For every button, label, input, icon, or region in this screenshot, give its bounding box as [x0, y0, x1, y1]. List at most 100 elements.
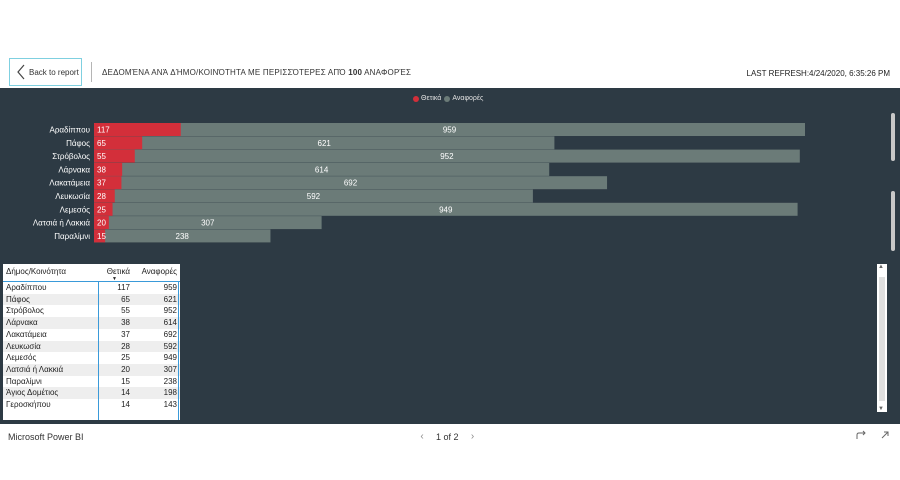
chart-scrollbar[interactable]: [890, 113, 896, 251]
column-header-municipality[interactable]: Δήμος/Κοινότητα: [6, 267, 67, 276]
cell-municipality: Άγιος Δομέτιος: [3, 387, 99, 400]
report-header: Back to report ΔΕΔΟΜΈΝΑ ΑΝΆ ΔΉΜΟ/ΚΟΙΝΌΤΗ…: [0, 56, 900, 88]
cell-reports: 238: [163, 376, 177, 386]
table-row[interactable]: Λακατάμεια 37 692: [3, 329, 180, 341]
page-title: ΔΕΔΟΜΈΝΑ ΑΝΆ ΔΉΜΟ/ΚΟΙΝΌΤΗΤΑ ΜΕ ΠΕΡΙΣΣΌΤΕ…: [102, 68, 411, 77]
column-header-positive[interactable]: Θετικά ▼: [99, 264, 134, 282]
bar-category-label: Στρόβολος: [52, 152, 90, 161]
table-row[interactable]: Αραδίππου 117 959: [3, 282, 180, 294]
table-row[interactable]: Λεμεσός 25 949: [3, 352, 180, 364]
cell-reports: 959: [163, 283, 177, 292]
table-row[interactable]: Άγιος Δομέτιος 14 198: [3, 387, 180, 400]
cell-municipality: Παραλίμνι: [6, 376, 42, 386]
bar-reports-value: 238: [176, 232, 190, 241]
bar-positive-value: 55: [97, 152, 106, 161]
table-row[interactable]: Λατσιά ή Λακκιά 20 307: [3, 363, 180, 376]
bar-positive-value: 38: [97, 165, 106, 174]
cell-reports: 198: [134, 387, 180, 400]
cell-positive: 15: [121, 376, 130, 386]
bar-reports[interactable]: [94, 162, 550, 176]
table-row[interactable]: Πάφος 65 621: [3, 293, 180, 306]
table-column-divider: [178, 282, 179, 420]
bar-reports[interactable]: [94, 123, 805, 136]
bar-positive-value: 28: [97, 192, 106, 201]
table-scrollbar[interactable]: ▲ ▼: [877, 264, 887, 412]
cell-positive: 20: [99, 363, 134, 376]
cell-municipality: Λευκωσία: [3, 340, 99, 353]
bar-positive[interactable]: [94, 202, 113, 216]
table-row[interactable]: Στρόβολος 55 952: [3, 305, 180, 317]
bar-positive[interactable]: [94, 136, 143, 150]
table-column-divider: [98, 282, 99, 420]
page-title-number: 100: [348, 68, 363, 77]
cell-municipality: Λάρνακα: [3, 317, 99, 329]
table-header-line: [3, 281, 180, 282]
last-refresh-timestamp: LAST REFRESH:4/24/2020, 6:35:26 PM: [746, 69, 890, 78]
bar-positive-value: 117: [97, 126, 110, 135]
bar-chart: Αραδίππου 117 959 Πάφος 65 621 Στρόβολος 55 952 Λ…: [33, 123, 805, 243]
bar-category-label: Αραδίππου: [50, 126, 91, 135]
table-row[interactable]: Λευκωσία 28 592: [3, 340, 180, 353]
scroll-down-icon[interactable]: ▼: [878, 406, 884, 412]
bar-positive[interactable]: [94, 149, 135, 163]
bar-reports[interactable]: [94, 189, 533, 203]
bar-reports[interactable]: [94, 149, 800, 163]
legend-item[interactable]: Θετικά: [413, 95, 441, 102]
bar-reports[interactable]: [94, 216, 322, 230]
bar-positive[interactable]: [94, 189, 115, 203]
chart-scrollbar-track[interactable]: [891, 191, 895, 251]
bar-positive[interactable]: [94, 229, 106, 243]
page-title-suffix: ΑΝΑΦΟΡΈΣ: [362, 68, 412, 77]
power-bi-brand[interactable]: Microsoft Power BI: [8, 432, 84, 442]
cell-positive: 55: [121, 306, 130, 316]
prev-page-icon[interactable]: ‹: [420, 431, 424, 442]
back-to-report-button[interactable]: Back to report: [9, 58, 82, 86]
bar-positive-value: 15: [97, 232, 106, 241]
table-row[interactable]: Παραλίμνι 15 238: [3, 376, 180, 388]
report-footer: Microsoft Power BI ‹ 1 of 2 ›: [0, 424, 900, 446]
header-divider: [91, 62, 92, 82]
bar-reports-value: 959: [443, 126, 457, 135]
legend-item[interactable]: Αναφορές: [444, 95, 483, 102]
bar-positive-value: 37: [97, 179, 106, 188]
data-table: Δήμος/Κοινότητα Θετικά ▼ Αναφορές Αραδίππ…: [3, 264, 180, 420]
table-row[interactable]: Λάρνακα 38 614: [3, 317, 180, 329]
cell-reports: 952: [163, 306, 177, 316]
cell-municipality: Αραδίππου: [6, 283, 47, 292]
cell-positive: 37: [121, 329, 130, 339]
table-header-row: Δήμος/Κοινότητα Θετικά ▼ Αναφορές: [3, 264, 180, 282]
bar-reports[interactable]: [94, 176, 608, 190]
share-icon[interactable]: [856, 430, 868, 440]
cell-reports: 621: [134, 293, 180, 306]
table-scrollbar-thumb[interactable]: [879, 277, 885, 401]
bar-reports-value: 307: [201, 219, 215, 228]
bar-positive[interactable]: [94, 216, 109, 230]
next-page-icon[interactable]: ›: [470, 431, 475, 442]
chart-scrollbar-thumb[interactable]: [891, 113, 895, 161]
cell-municipality: Λεμεσός: [6, 353, 37, 363]
sort-descending-icon: ▼: [112, 276, 117, 282]
bar-reports-value: 949: [439, 205, 453, 214]
cell-municipality: Λακατάμεια: [6, 329, 47, 339]
bar-reports[interactable]: [94, 136, 555, 150]
bar-reports-value: 614: [315, 165, 329, 174]
bar-reports[interactable]: [94, 229, 271, 243]
cell-positive: 117: [117, 283, 130, 292]
cell-positive: 25: [121, 353, 130, 363]
bar-positive-value: 65: [97, 139, 106, 148]
cell-positive: 14: [121, 400, 130, 410]
cell-positive: 14: [99, 387, 134, 400]
bar-positive[interactable]: [94, 162, 123, 176]
cell-municipality: Γεροσκήπου: [6, 400, 51, 410]
bar-reports[interactable]: [94, 202, 798, 216]
bar-category-label: Λατσιά ή Λακκιά: [33, 219, 91, 228]
fullscreen-icon[interactable]: [880, 430, 890, 440]
column-header-reports[interactable]: Αναφορές: [141, 267, 177, 276]
table-row[interactable]: Γεροσκήπου 14 143: [3, 399, 180, 411]
bar-reports-value: 692: [344, 179, 358, 188]
bar-positive[interactable]: [94, 123, 181, 136]
chevron-left-icon: [17, 64, 25, 80]
bar-positive[interactable]: [94, 176, 122, 190]
scroll-up-icon[interactable]: ▲: [878, 264, 884, 270]
